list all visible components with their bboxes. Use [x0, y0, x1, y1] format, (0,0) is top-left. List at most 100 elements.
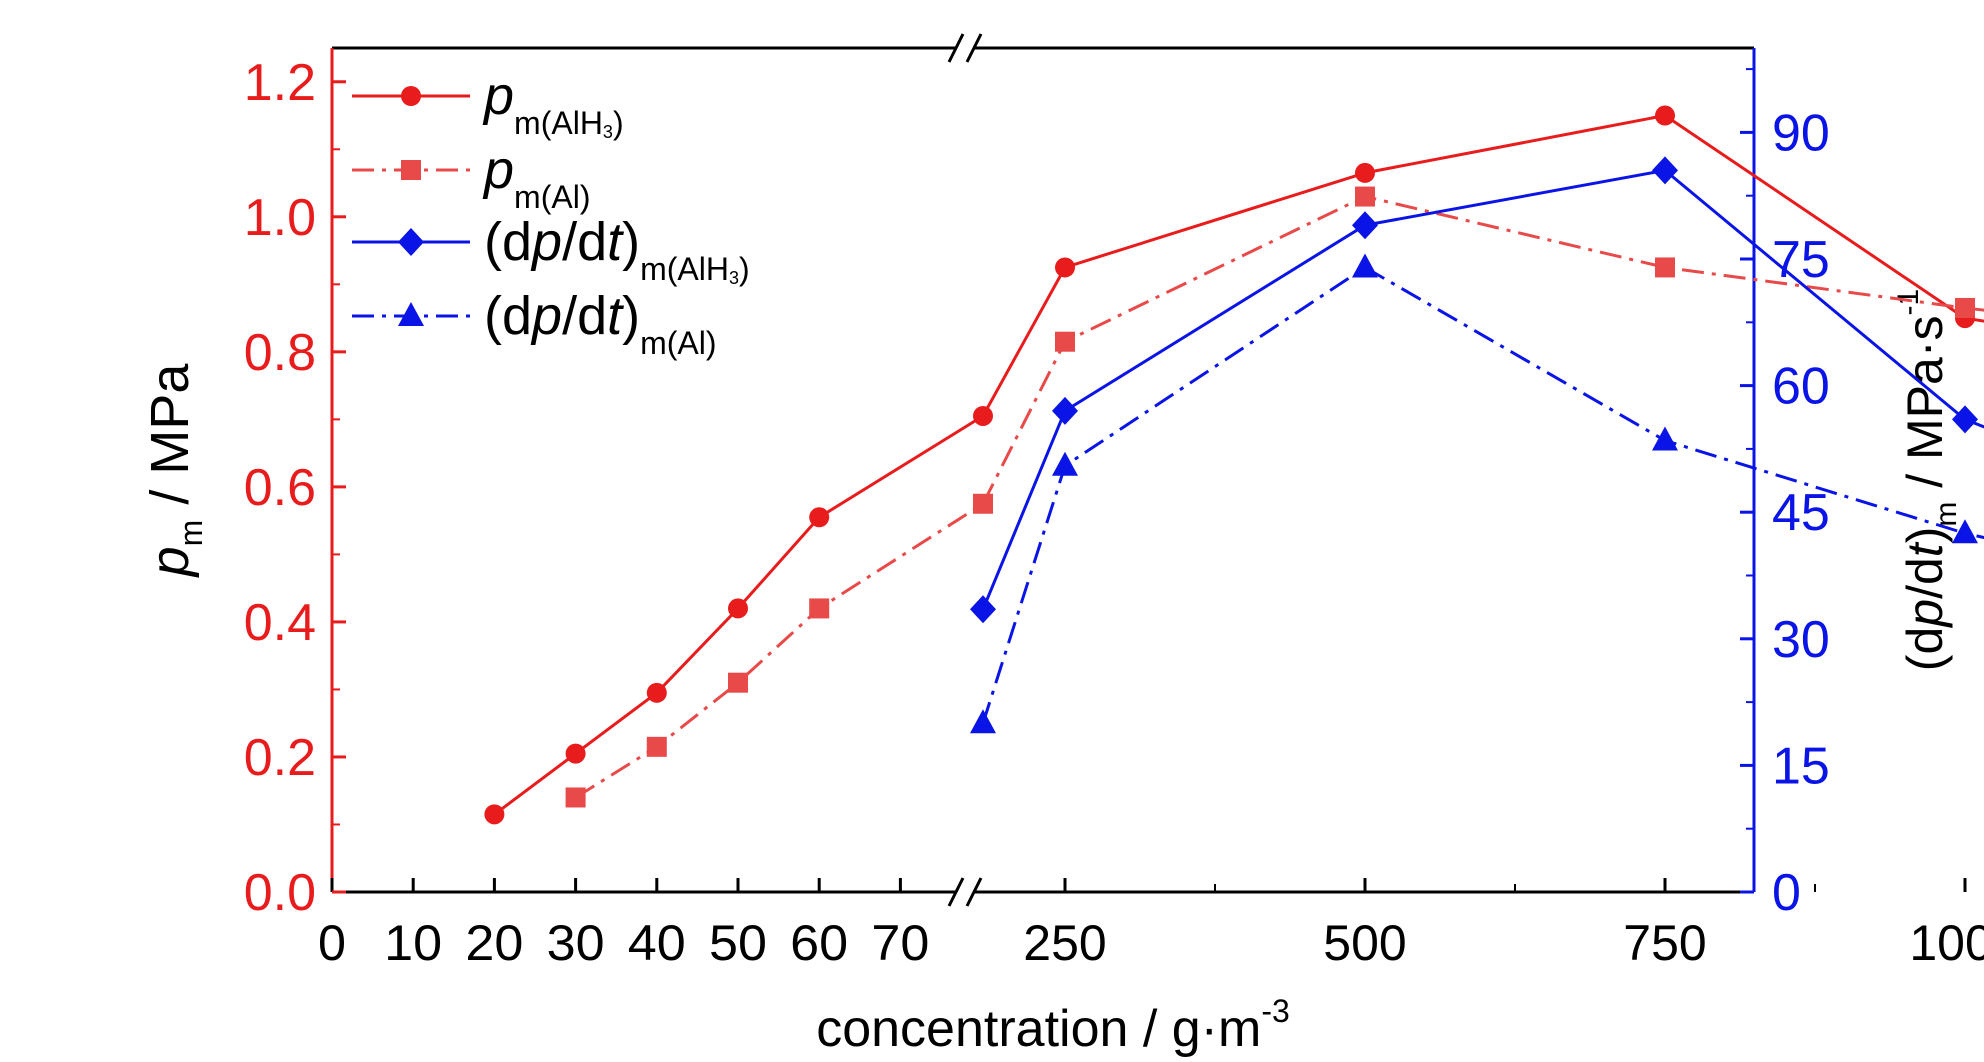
series-2: [970, 156, 1984, 624]
series-3: [970, 253, 1984, 734]
legend-label-sub3: ): [613, 105, 624, 141]
legend-label-main: ): [622, 212, 640, 272]
y-right-tick-label: 0: [1772, 864, 1801, 922]
legend-label-sub: m(AlH: [640, 251, 729, 287]
legend-item: pm(AlH3): [352, 66, 624, 142]
x-tick-label: 0: [318, 915, 346, 971]
y-right-tick-label: 75: [1772, 231, 1830, 289]
data-point: [728, 598, 748, 619]
legend-swatch-marker: [398, 228, 424, 256]
y-right-tick-label: 90: [1772, 104, 1830, 162]
data-point: [728, 672, 748, 693]
y-right-title-sup: -1: [1892, 289, 1925, 316]
data-point: [1952, 519, 1978, 544]
data-point: [1355, 162, 1375, 183]
axis-break-mark: [965, 33, 983, 63]
axis-break-mark: [947, 877, 965, 907]
y-left-title-main: p: [140, 546, 200, 578]
x-tick-label: 10: [384, 915, 442, 971]
y-left-tick-label: 1.2: [244, 54, 316, 112]
data-point: [565, 743, 586, 764]
legend-label-main: ): [622, 286, 640, 346]
legend-label: pm(AlH3): [482, 66, 624, 142]
y-right-tick-label: 60: [1772, 358, 1830, 416]
plot-area: 010203040506070250500750100012500.00.20.…: [140, 33, 1984, 1058]
axis-break-mark: [965, 877, 983, 907]
series-0: [484, 105, 1984, 825]
y-axis-right-title-group: (dp/dt)m / MPa·s-1: [1892, 289, 1963, 671]
x-tick-label: 40: [628, 915, 686, 971]
y-right-tick-label: 15: [1772, 737, 1830, 795]
data-point: [1055, 331, 1075, 352]
data-point: [970, 709, 996, 734]
series-1: [565, 186, 1984, 808]
legend-label-main: p: [530, 212, 562, 272]
legend-label: (dp/dt)m(Al): [484, 286, 717, 361]
y-left-tick-label: 0.2: [244, 729, 316, 787]
x-axis-title-sup: -3: [1261, 993, 1289, 1029]
data-point: [1055, 257, 1075, 278]
data-point: [1655, 257, 1675, 278]
y-left-title-tail: / MPa: [140, 363, 200, 520]
y-right-tick-label: 45: [1772, 484, 1830, 542]
x-tick-label: 250: [1023, 915, 1106, 971]
y-left-tick-label: 0.0: [244, 864, 316, 922]
y-right-title-part: (d: [1897, 627, 1953, 671]
series-line: [574, 195, 1984, 799]
data-point: [809, 598, 830, 619]
y-axis-left-title: pm / MPa: [140, 363, 209, 579]
data-point: [1352, 211, 1378, 240]
legend-swatch-marker: [401, 160, 421, 180]
y-right-title-part: /d: [1897, 557, 1953, 599]
legend-label-main: p: [530, 286, 562, 346]
series-line: [981, 265, 1984, 724]
data-point: [565, 787, 586, 808]
y-right-title-sub: m: [1930, 502, 1963, 527]
x-tick-label: 70: [871, 915, 929, 971]
x-tick-label: 500: [1323, 915, 1406, 971]
y-right-title-part: p: [1897, 599, 1953, 629]
series-line: [493, 114, 1984, 816]
y-right-title-part: t: [1897, 541, 1953, 557]
axis-break-mark: [947, 33, 965, 63]
x-axis-title: concentration / g·m-3: [816, 993, 1290, 1058]
legend-label-sub2: 3: [603, 122, 613, 142]
x-tick-label: 30: [547, 915, 605, 971]
data-point: [646, 682, 667, 703]
data-point: [484, 804, 505, 825]
y-left-title-sub: m: [173, 520, 209, 547]
y-left-tick-label: 0.4: [244, 594, 316, 652]
data-point: [1052, 396, 1078, 425]
y-right-title-tail: / MPa·s: [1897, 316, 1953, 502]
legend-label-main: /d: [562, 286, 607, 346]
legend-label-main: (d: [484, 212, 532, 272]
y-right-title-part: ): [1897, 527, 1953, 544]
legend-label-main: (d: [484, 286, 532, 346]
y-left-tick-label: 0.8: [244, 324, 316, 382]
legend-label-sub: m(AlH: [514, 105, 603, 141]
legend-label-main: p: [482, 140, 514, 200]
legend-swatch-marker: [398, 302, 424, 326]
legend-label-main: t: [607, 212, 624, 272]
legend-item: pm(Al): [352, 140, 590, 215]
legend-item: (dp/dt)m(AlH3): [352, 212, 750, 288]
data-point: [809, 507, 830, 528]
legend-label-main: /d: [562, 212, 607, 272]
legend-item: (dp/dt)m(Al): [352, 286, 717, 361]
data-point: [973, 493, 993, 514]
y-axis-left-title-group: pm / MPa: [140, 363, 209, 579]
data-point: [1952, 405, 1978, 434]
x-tick-label: 750: [1623, 915, 1706, 971]
x-tick-label: 50: [709, 915, 767, 971]
legend-label-sub: m(Al): [640, 325, 716, 361]
x-tick-label: 20: [465, 915, 523, 971]
data-point: [1652, 426, 1678, 451]
legend-label: pm(Al): [482, 140, 590, 215]
y-right-tick-label: 30: [1772, 611, 1830, 669]
series-line: [981, 168, 1984, 610]
y-left-tick-label: 1.0: [244, 189, 316, 247]
legend-label-main: t: [607, 286, 624, 346]
legend-label-sub: m(Al): [514, 179, 590, 215]
